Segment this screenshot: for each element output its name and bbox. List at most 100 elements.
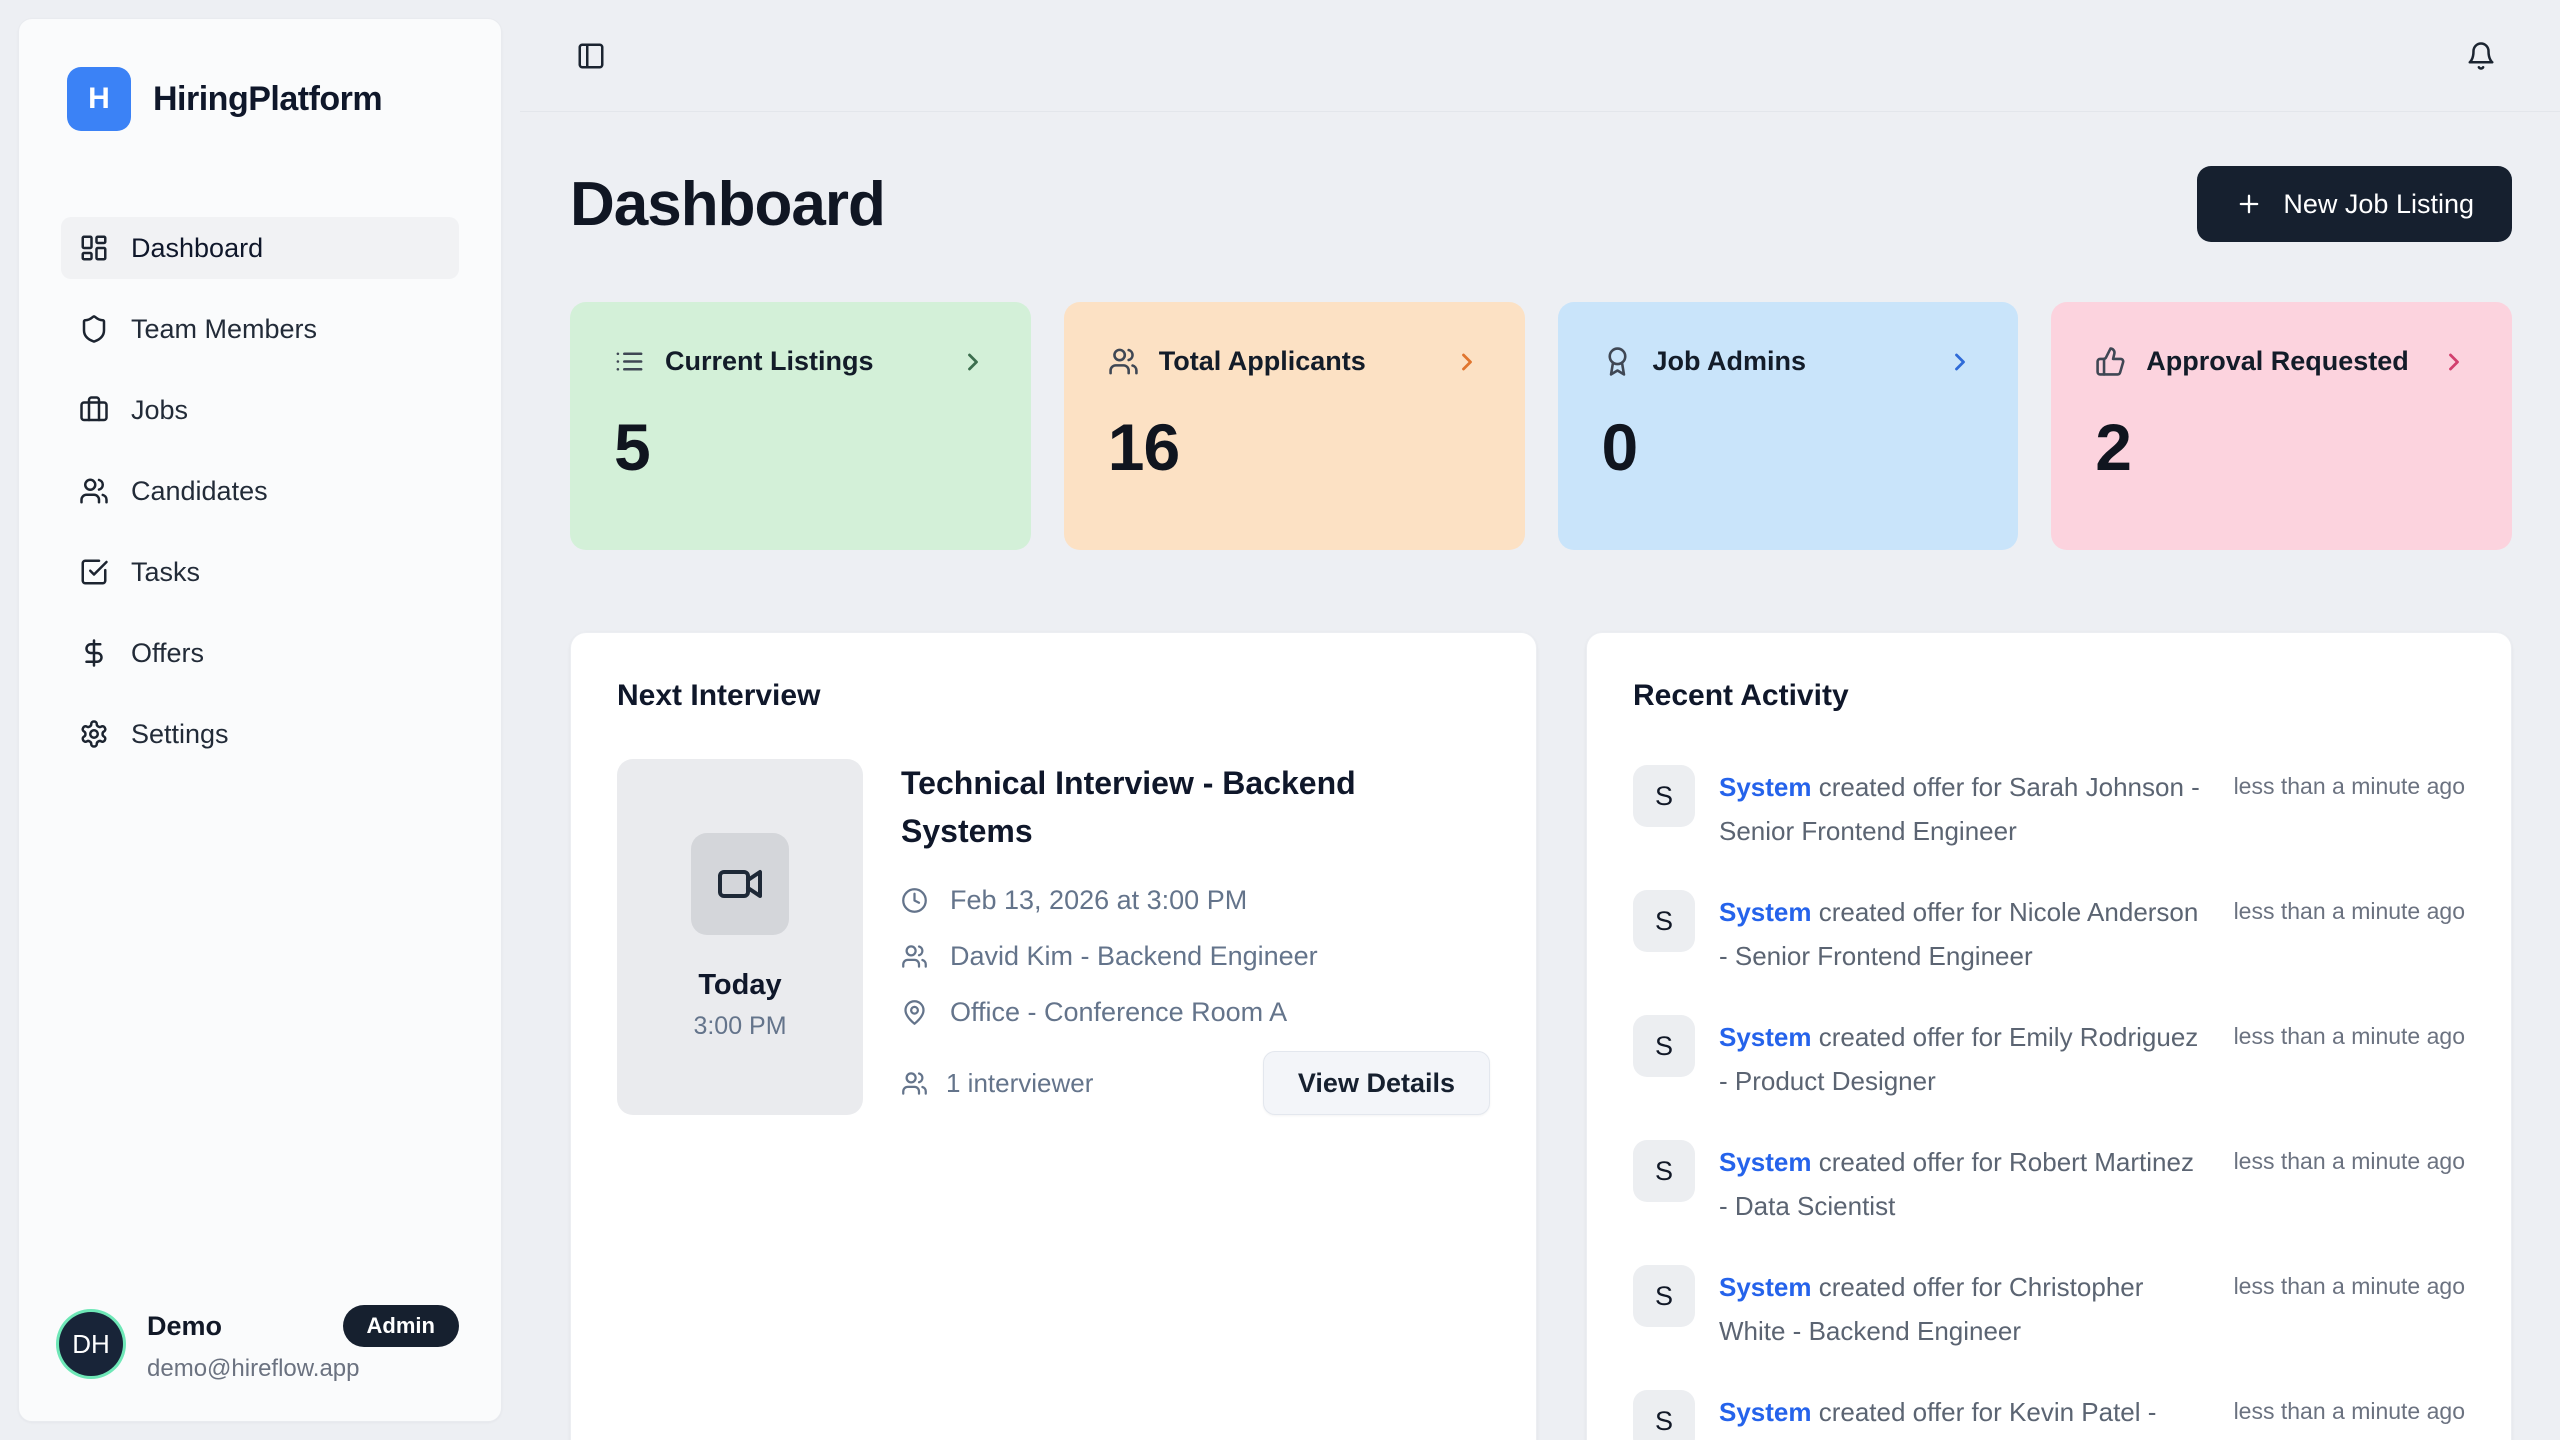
map-pin-icon (904, 1000, 925, 1025)
stat-card-job-admins[interactable]: Job Admins 0 (1557, 302, 2019, 550)
interview-date-tile: Today 3:00 PM (617, 759, 863, 1115)
gear-icon (81, 720, 107, 748)
sidebar-item-settings[interactable]: Settings (61, 703, 459, 765)
stat-card-total-applicants[interactable]: Total Applicants 16 (1063, 302, 1525, 550)
interview-location-row: Office - Conference Room A (901, 997, 1490, 1028)
clock-icon (902, 888, 927, 913)
chevron-right-icon (1461, 353, 1472, 370)
sidebar-item-label: Settings (131, 718, 229, 749)
users-icon (80, 478, 108, 504)
recent-activity-title: Recent Activity (1633, 679, 1849, 712)
activity-avatar: S (1633, 1265, 1695, 1327)
activity-avatar: S (1633, 890, 1695, 952)
role-badge: Admin (342, 1305, 459, 1347)
sidebar-item-label: Team Members (131, 313, 318, 344)
stat-value: 16 (1107, 410, 1180, 484)
sidebar: H HiringPlatform Dashboard Team Members … (18, 18, 502, 1422)
award-icon (1607, 347, 1627, 376)
sidebar-item-offers[interactable]: Offers (61, 622, 459, 684)
activity-avatar: S (1633, 765, 1695, 827)
activity-actor[interactable]: System (1719, 1147, 1812, 1177)
next-interview-title: Next Interview (617, 679, 821, 712)
interview-time-label: 3:00 PM (693, 1012, 787, 1040)
sidebar-item-candidates[interactable]: Candidates (61, 460, 459, 522)
activity-avatar: S (1633, 1015, 1695, 1077)
sidebar-user[interactable]: DH Demo Admin demo@hireflow.app (59, 1305, 459, 1383)
app-logo: H (67, 67, 131, 131)
stat-label: Job Admins (1652, 346, 1807, 376)
chevron-right-icon (2449, 353, 2459, 370)
dashboard-icon (81, 235, 107, 261)
interview-datetime-row: Feb 13, 2026 at 3:00 PM (901, 885, 1490, 916)
sidebar-item-label: Tasks (131, 556, 201, 587)
user-email: demo@hireflow.app (147, 1355, 360, 1382)
sidebar-item-dashboard[interactable]: Dashboard (61, 217, 459, 279)
list-icon (616, 352, 643, 371)
activity-item: S System created offer for Robert Martin… (1633, 1140, 2465, 1228)
dollar-icon (85, 639, 103, 667)
activity-item: S System created offer for Emily Rodrigu… (1633, 1015, 2465, 1103)
sidebar-item-label: Jobs (131, 394, 189, 425)
sidebar-nav: Dashboard Team Members Jobs Candidates T… (19, 217, 501, 765)
activity-item: S System created offer for Kevin Patel -… (1633, 1390, 2465, 1440)
chevron-right-icon (967, 353, 978, 370)
stat-card-current-listings[interactable]: Current Listings 5 (570, 302, 1031, 550)
new-job-listing-button[interactable]: New Job Listing (2197, 166, 2512, 242)
activity-timestamp: less than a minute ago (2233, 773, 2465, 799)
app-name: HiringPlatform (153, 79, 383, 118)
activity-actor[interactable]: System (1719, 1022, 1812, 1052)
activity-description: created offer for Sarah Johnson - Senior… (1719, 772, 2200, 846)
activity-description: created offer for Christopher White - Ba… (1719, 1272, 2144, 1346)
sidebar-item-team-members[interactable]: Team Members (61, 298, 459, 360)
stat-label: Total Applicants (1158, 346, 1366, 376)
interview-day-label: Today (698, 969, 782, 1001)
users-icon (1109, 348, 1138, 375)
sidebar-item-jobs[interactable]: Jobs (61, 379, 459, 441)
avatar: DH (59, 1312, 123, 1376)
panel-left-icon[interactable] (576, 41, 606, 71)
briefcase-icon (80, 396, 108, 422)
activity-timestamp: less than a minute ago (2233, 1023, 2465, 1049)
activity-description: created offer for Kevin Patel - Data Sci… (1818, 1397, 2157, 1427)
activity-item: S System created offer for Sarah Johnson… (1633, 765, 2465, 853)
main-area: Dashboard New Job Listing Current Listin… (520, 0, 2560, 1440)
activity-actor[interactable]: System (1719, 1397, 1812, 1427)
stat-card-approval-requested[interactable]: Approval Requested 2 (2051, 302, 2512, 550)
page-title: Dashboard (570, 169, 886, 239)
sidebar-item-label: Offers (131, 637, 205, 668)
interview-candidate-row: David Kim - Backend Engineer (901, 941, 1490, 972)
activity-item: S System created offer for Nicole Anders… (1633, 890, 2465, 978)
content: Dashboard New Job Listing Current Listin… (520, 166, 2560, 550)
activity-item: S System created offer for Christopher W… (1633, 1265, 2465, 1353)
activity-actor[interactable]: System (1719, 1272, 1812, 1302)
stat-label: Current Listings (665, 346, 874, 376)
users-icon (902, 1071, 927, 1095)
activity-avatar: S (1633, 1390, 1695, 1440)
bell-icon[interactable] (2466, 41, 2496, 71)
thumbs-up-icon (2096, 347, 2125, 376)
activity-description: created offer for Emily Rodriguez - Prod… (1719, 1022, 2199, 1096)
activity-description: created offer for Nicole Anderson - Seni… (1719, 897, 2199, 971)
activity-actor[interactable]: System (1719, 772, 1812, 802)
view-details-button[interactable]: View Details (1262, 1051, 1490, 1115)
recent-activity-panel: Recent Activity S System created offer f… (1586, 632, 2512, 1440)
activity-timestamp: less than a minute ago (2233, 1273, 2465, 1299)
sidebar-item-tasks[interactable]: Tasks (61, 541, 459, 603)
stat-value: 5 (614, 410, 651, 484)
activity-actor[interactable]: System (1719, 897, 1812, 927)
video-camera-icon (718, 870, 762, 898)
shield-icon (82, 315, 106, 343)
sidebar-item-label: Candidates (131, 475, 268, 506)
users-icon (902, 945, 927, 968)
stat-label: Approval Requested (2146, 346, 2409, 376)
activity-avatar: S (1633, 1140, 1695, 1202)
activity-description: created offer for Robert Martinez - Data… (1719, 1147, 2194, 1221)
interview-title: Technical Interview - Backend Systems (901, 765, 1356, 849)
sidebar-item-label: Dashboard (131, 232, 264, 263)
stat-cards: Current Listings 5 Total Applicants 16 J… (570, 302, 2512, 550)
stat-value: 2 (2095, 410, 2132, 484)
next-interview-panel: Next Interview Today 3:00 PM Technical I… (570, 632, 1537, 1440)
activity-list: S System created offer for Sarah Johnson… (1633, 765, 2465, 1440)
topbar (520, 0, 2560, 112)
plus-icon (2240, 194, 2259, 214)
